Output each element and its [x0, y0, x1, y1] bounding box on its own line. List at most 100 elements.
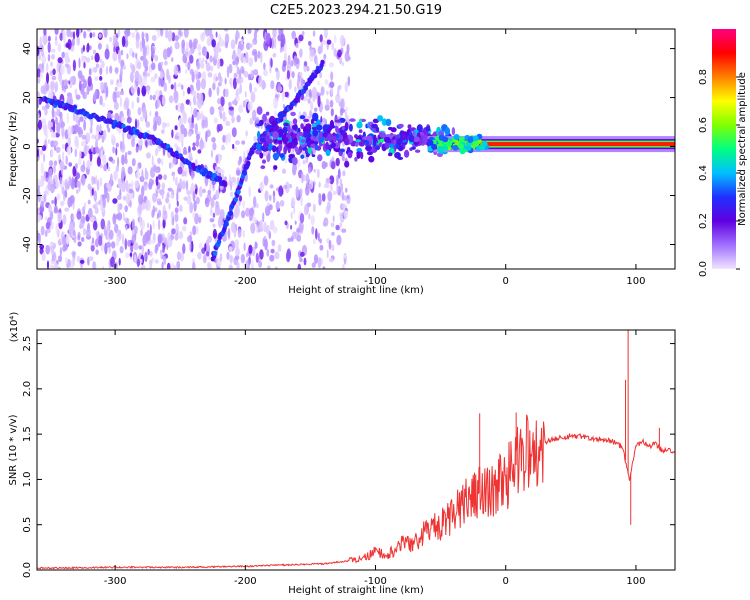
- noise-speck: [238, 104, 244, 113]
- noise-speck: [92, 32, 96, 38]
- scatter-blob: [341, 126, 345, 131]
- noise-speck: [263, 69, 268, 77]
- doppler-trace-point: [224, 221, 229, 227]
- noise-speck: [224, 88, 229, 98]
- noise-speck: [142, 234, 147, 247]
- noise-speck: [37, 112, 40, 121]
- scatter-blob: [283, 145, 287, 155]
- scatter-blob: [335, 125, 339, 133]
- scatter-blob: [412, 131, 416, 137]
- noise-speck: [193, 38, 198, 46]
- scatter-blob: [332, 135, 337, 143]
- noise-speck: [324, 79, 329, 85]
- noise-speck: [161, 191, 164, 200]
- noise-speck: [346, 114, 349, 124]
- noise-speck: [183, 217, 188, 225]
- noise-speck: [205, 197, 208, 205]
- noise-speck: [313, 254, 319, 264]
- noise-speck: [230, 255, 233, 264]
- doppler-trace-point: [246, 160, 251, 166]
- noise-speck: [337, 49, 342, 58]
- noise-speck: [307, 98, 311, 104]
- noise-speck: [299, 48, 303, 58]
- noise-speck: [332, 215, 335, 223]
- scatter-blob: [306, 154, 310, 158]
- noise-speck: [64, 189, 68, 198]
- noise-speck: [76, 29, 80, 38]
- noise-speck: [154, 120, 157, 130]
- noise-speck: [326, 98, 329, 106]
- scatter-blob: [325, 141, 330, 150]
- noise-speck: [115, 147, 118, 156]
- noise-speck: [266, 32, 271, 45]
- noise-speck: [200, 78, 206, 90]
- noise-speck: [105, 44, 109, 51]
- noise-speck: [190, 186, 194, 196]
- noise-speck: [59, 176, 63, 185]
- noise-speck: [83, 79, 87, 89]
- noise-speck: [88, 68, 92, 76]
- noise-speck: [345, 187, 348, 193]
- noise-speck: [79, 259, 85, 264]
- noise-speck: [57, 43, 62, 53]
- noise-speck: [166, 192, 170, 199]
- noise-speck: [262, 159, 266, 164]
- noise-speck: [236, 115, 241, 123]
- noise-speck: [126, 53, 129, 60]
- noise-speck: [192, 142, 196, 147]
- noise-speck: [330, 108, 334, 117]
- noise-speck: [51, 200, 55, 204]
- noise-speck: [212, 142, 217, 151]
- noise-speck: [319, 244, 324, 251]
- noise-speck: [219, 58, 224, 67]
- noise-speck: [325, 177, 331, 184]
- x-tick: -100: [364, 29, 387, 287]
- noise-speck: [131, 89, 135, 96]
- noise-speck: [112, 51, 118, 62]
- noise-speck: [282, 46, 285, 52]
- noise-speck: [49, 264, 54, 269]
- noise-speck: [70, 178, 76, 190]
- x-tick-label: -100: [364, 576, 387, 587]
- noise-speck: [41, 63, 44, 69]
- noise-speck: [244, 91, 247, 98]
- x-tick: -200: [234, 330, 257, 587]
- noise-speck: [235, 140, 240, 146]
- noise-speck: [178, 231, 184, 240]
- noise-speck: [251, 259, 254, 269]
- scatter-blob: [398, 123, 404, 128]
- noise-speck: [139, 116, 144, 122]
- scatter-blob: [355, 139, 361, 143]
- noise-speck: [108, 156, 114, 162]
- y-tick: 40: [22, 42, 675, 55]
- noise-speck: [188, 39, 193, 49]
- noise-speck: [151, 34, 157, 42]
- scatter-blob: [262, 113, 267, 122]
- noise-speck: [146, 229, 151, 242]
- x-tick: 0: [503, 29, 509, 287]
- x-tick-label: 0: [503, 276, 509, 287]
- noise-speck: [265, 225, 270, 235]
- scatter-blob: [379, 132, 386, 138]
- noise-speck: [71, 38, 75, 47]
- noise-speck: [40, 85, 46, 94]
- noise-speck: [55, 146, 61, 153]
- noise-speck: [263, 221, 267, 233]
- noise-speck: [297, 263, 302, 269]
- noise-speck: [277, 244, 282, 252]
- scatter-blob: [278, 143, 283, 152]
- noise-speck: [126, 30, 131, 37]
- noise-speck: [331, 42, 335, 51]
- noise-speck: [131, 158, 136, 167]
- noise-speck: [329, 99, 334, 108]
- noise-speck: [83, 61, 86, 69]
- noise-speck: [59, 111, 63, 119]
- noise-speck: [116, 236, 120, 247]
- noise-speck: [99, 67, 103, 76]
- noise-speck: [159, 78, 165, 88]
- noise-speck: [68, 223, 74, 235]
- noise-speck: [174, 233, 179, 241]
- y-tick: -20: [22, 187, 675, 204]
- noise-speck: [282, 168, 286, 174]
- scatter-blob: [300, 154, 305, 159]
